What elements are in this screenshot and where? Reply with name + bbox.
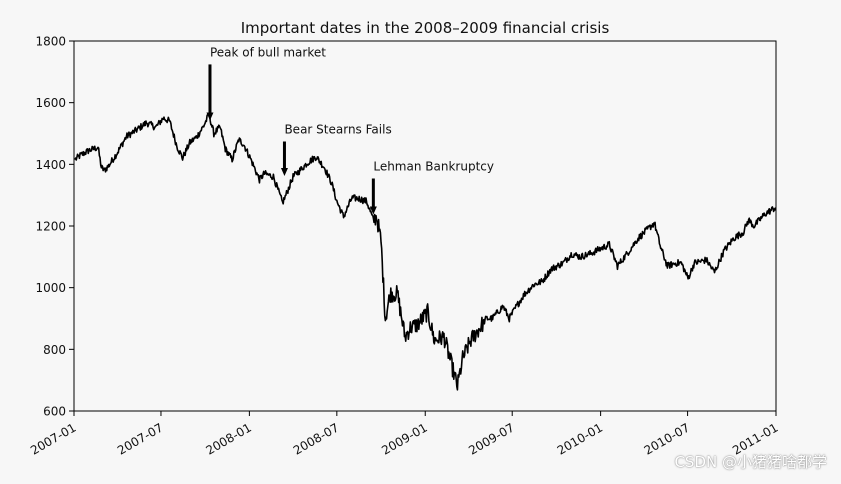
x-tick-label: 2007-01 xyxy=(28,420,78,457)
y-tick-label: 1600 xyxy=(35,96,66,110)
annotation-label: Bear Stearns Fails xyxy=(284,123,391,137)
x-tick-label: 2008-01 xyxy=(203,420,253,457)
x-tick-label: 2009-01 xyxy=(379,420,429,457)
y-tick-label: 1200 xyxy=(35,220,66,234)
y-tick-label: 1800 xyxy=(35,35,66,49)
x-tick-label: 2009-07 xyxy=(466,420,516,457)
y-tick-label: 1000 xyxy=(35,281,66,295)
chart-title: Important dates in the 2008–2009 financi… xyxy=(241,19,610,37)
x-tick-label: 2010-01 xyxy=(555,420,605,457)
y-tick-label: 800 xyxy=(43,343,66,357)
watermark-text: CSDN @小猪猪啥都学 xyxy=(674,451,827,472)
annotation-label: Lehman Bankruptcy xyxy=(373,160,494,174)
y-tick-label: 1400 xyxy=(35,158,66,172)
plot-frame xyxy=(74,41,776,411)
x-tick-label: 2008-07 xyxy=(291,420,341,457)
annotation-label: Peak of bull market xyxy=(210,45,326,59)
y-tick-label: 600 xyxy=(43,405,66,419)
x-tick-label: 2007-07 xyxy=(115,420,165,457)
x-axis: 2007-01 2007-07 2008-01 2008-07 2009-01 2009-… xyxy=(28,411,780,458)
y-axis: 600 800 1000 1200 1400 1600 1800 xyxy=(35,35,74,419)
